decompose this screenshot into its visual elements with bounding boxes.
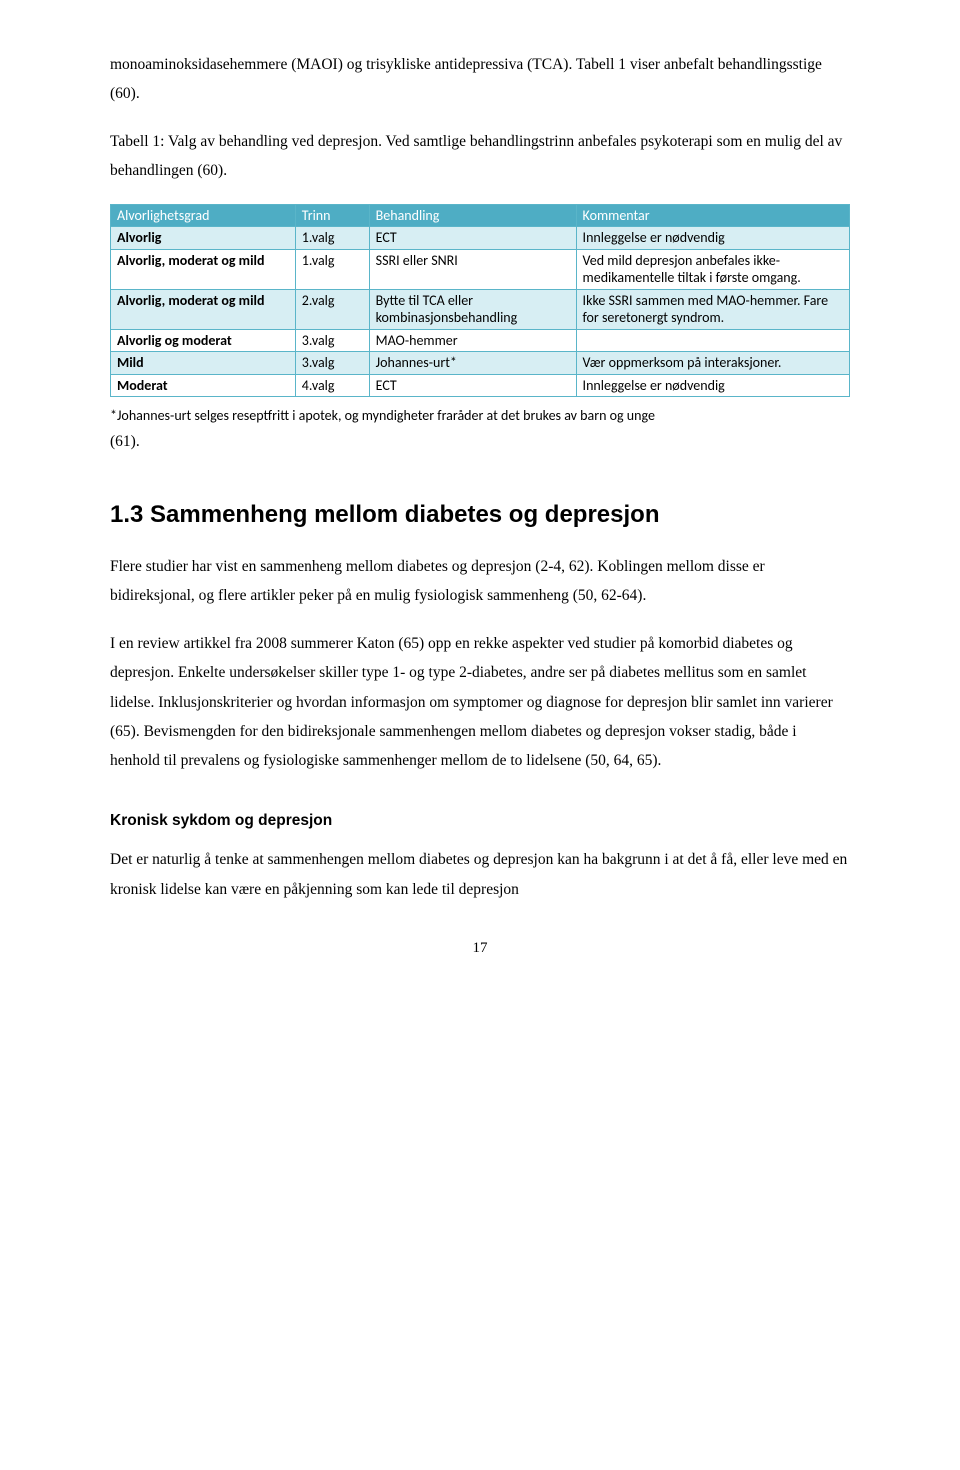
table-header-row: Alvorlighetsgrad Trinn Behandling Kommen… bbox=[111, 204, 850, 227]
cell-step: 3.valg bbox=[295, 329, 369, 352]
cell-comment: Innleggelse er nødvendig bbox=[576, 374, 849, 397]
table-row: Mild 3.valg Johannes-urt* Vær oppmerksom… bbox=[111, 352, 850, 375]
cell-comment: Ved mild depresjon anbefales ikke-medika… bbox=[576, 249, 849, 289]
cell-treatment: Bytte til TCA eller kombinasjonsbehandli… bbox=[369, 289, 576, 329]
table-row: Alvorlig og moderat 3.valg MAO-hemmer bbox=[111, 329, 850, 352]
cell-severity: Moderat bbox=[111, 374, 296, 397]
cell-treatment: ECT bbox=[369, 227, 576, 250]
section-paragraph-2: I en review artikkel fra 2008 summerer K… bbox=[110, 629, 850, 776]
cell-comment bbox=[576, 329, 849, 352]
th-step: Trinn bbox=[295, 204, 369, 227]
cell-treatment: SSRI eller SNRI bbox=[369, 249, 576, 289]
page-number: 17 bbox=[110, 934, 850, 963]
table-row: Alvorlig, moderat og mild 2.valg Bytte t… bbox=[111, 289, 850, 329]
table-row: Alvorlig 1.valg ECT Innleggelse er nødve… bbox=[111, 227, 850, 250]
cell-comment: Ikke SSRI sammen med MAO-hemmer. Fare fo… bbox=[576, 289, 849, 329]
treatment-table: Alvorlighetsgrad Trinn Behandling Kommen… bbox=[110, 204, 850, 398]
th-severity: Alvorlighetsgrad bbox=[111, 204, 296, 227]
cell-treatment: ECT bbox=[369, 374, 576, 397]
th-treatment: Behandling bbox=[369, 204, 576, 227]
cell-step: 1.valg bbox=[295, 227, 369, 250]
cell-severity: Mild bbox=[111, 352, 296, 375]
section-heading: 1.3 Sammenheng mellom diabetes og depres… bbox=[110, 492, 850, 538]
cell-treatment: Johannes-urt* bbox=[369, 352, 576, 375]
table-footnote: *Johannes-urt selges reseptfritt i apote… bbox=[110, 407, 850, 425]
cell-step: 4.valg bbox=[295, 374, 369, 397]
footnote-ref: (61). bbox=[110, 427, 850, 456]
cell-severity: Alvorlig, moderat og mild bbox=[111, 249, 296, 289]
cell-comment: Innleggelse er nødvendig bbox=[576, 227, 849, 250]
cell-severity: Alvorlig bbox=[111, 227, 296, 250]
cell-comment: Vær oppmerksom på interaksjoner. bbox=[576, 352, 849, 375]
subsection-paragraph-1: Det er naturlig å tenke at sammenhengen … bbox=[110, 845, 850, 904]
table-row: Moderat 4.valg ECT Innleggelse er nødven… bbox=[111, 374, 850, 397]
intro-paragraph-1: monoaminoksidasehemmere (MAOI) og trisyk… bbox=[110, 50, 850, 109]
cell-step: 3.valg bbox=[295, 352, 369, 375]
th-comment: Kommentar bbox=[576, 204, 849, 227]
cell-severity: Alvorlig og moderat bbox=[111, 329, 296, 352]
cell-step: 2.valg bbox=[295, 289, 369, 329]
subsection-heading: Kronisk sykdom og depresjon bbox=[110, 806, 850, 835]
table-row: Alvorlig, moderat og mild 1.valg SSRI el… bbox=[111, 249, 850, 289]
section-paragraph-1: Flere studier har vist en sammenheng mel… bbox=[110, 552, 850, 611]
cell-severity: Alvorlig, moderat og mild bbox=[111, 289, 296, 329]
intro-paragraph-2: Tabell 1: Valg av behandling ved depresj… bbox=[110, 127, 850, 186]
cell-treatment: MAO-hemmer bbox=[369, 329, 576, 352]
cell-step: 1.valg bbox=[295, 249, 369, 289]
